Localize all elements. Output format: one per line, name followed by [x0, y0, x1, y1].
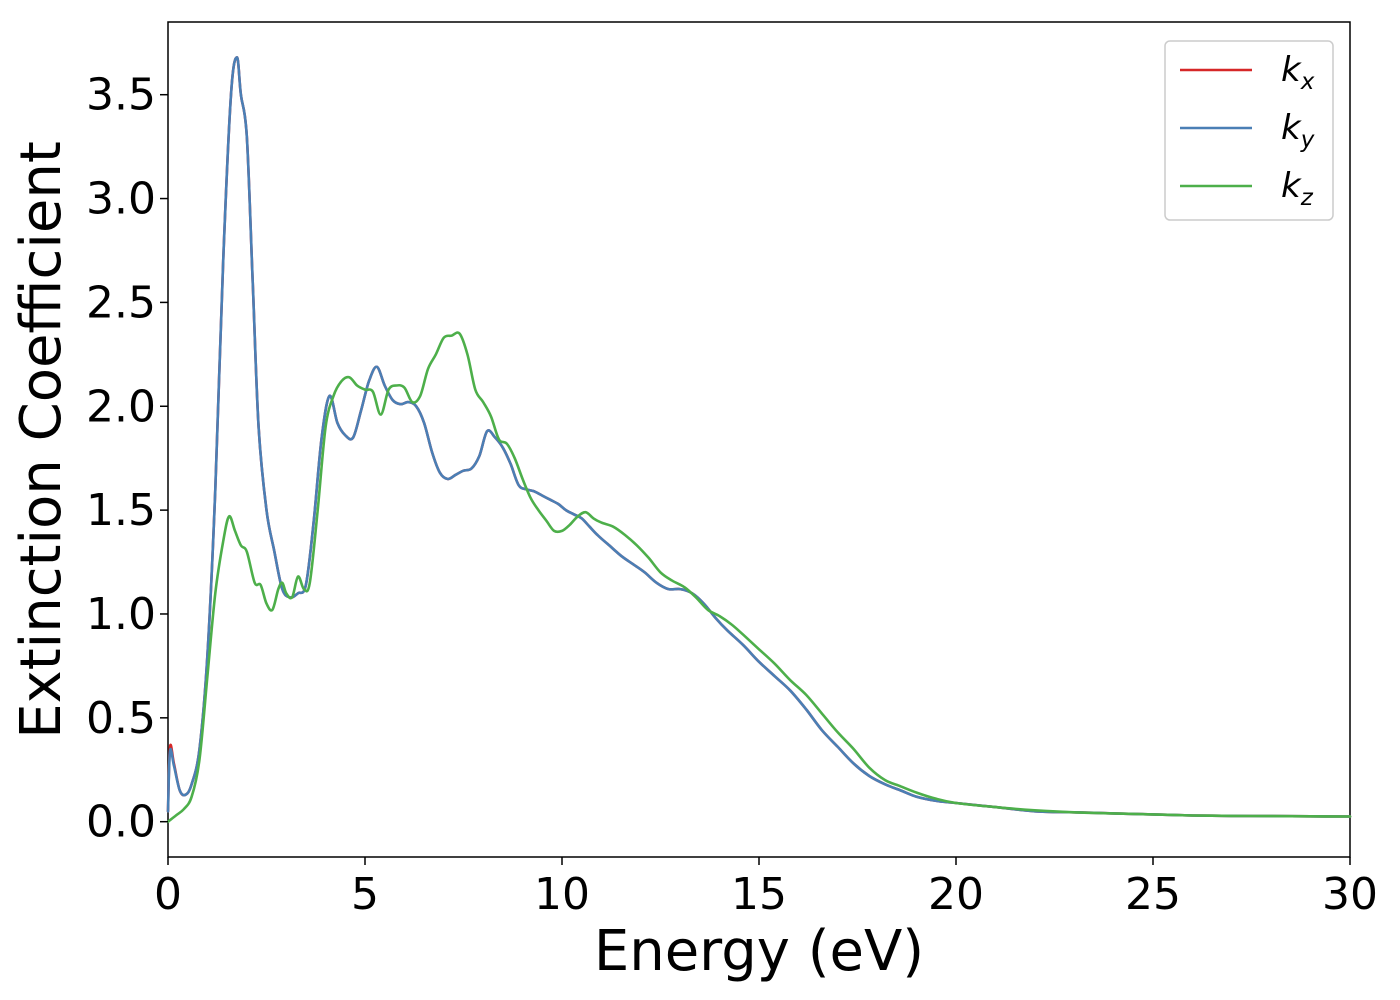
legend-label-subscript: x — [1300, 69, 1315, 95]
x-tick-label: 10 — [534, 869, 590, 920]
y-tick-label: 1.5 — [86, 485, 156, 536]
series-layer — [166, 56, 1352, 823]
x-axis: 0 5 10 15 20 25 30 — [154, 857, 1378, 920]
series-line-ky — [166, 56, 1352, 818]
y-tick-label: 1.0 — [86, 589, 156, 640]
legend-label-main: k — [1281, 166, 1302, 206]
legend-label-subscript: y — [1300, 127, 1315, 153]
legend-label-main: k — [1281, 108, 1302, 148]
y-tick-label: 3.0 — [86, 174, 156, 225]
y-tick-label: 0.5 — [86, 693, 156, 744]
y-axis: 0.0 0.5 1.0 1.5 2.0 2.5 3.0 3.5 — [86, 70, 168, 848]
legend-label-kx: kx — [1281, 50, 1315, 95]
legend-label-main: k — [1281, 50, 1302, 90]
x-tick-label: 5 — [351, 869, 379, 920]
x-tick-label: 25 — [1125, 869, 1181, 920]
legend-label-ky: ky — [1281, 108, 1315, 153]
y-tick-label: 2.5 — [86, 277, 156, 328]
legend-label-kz: kz — [1281, 166, 1314, 211]
x-tick-label: 30 — [1322, 869, 1378, 920]
x-tick-label: 15 — [731, 869, 787, 920]
y-tick-label: 3.5 — [86, 70, 156, 121]
legend-label-subscript: z — [1300, 185, 1314, 211]
y-axis-label: Extinction Coefficient — [9, 141, 74, 739]
x-tick-label: 20 — [928, 869, 984, 920]
x-axis-label: Energy (eV) — [594, 919, 924, 984]
y-tick-label: 2.0 — [86, 381, 156, 432]
y-tick-label: 0.0 — [86, 797, 156, 848]
x-tick-label: 0 — [154, 869, 182, 920]
series-line-kz — [166, 331, 1352, 823]
legend-box — [1164, 40, 1334, 221]
